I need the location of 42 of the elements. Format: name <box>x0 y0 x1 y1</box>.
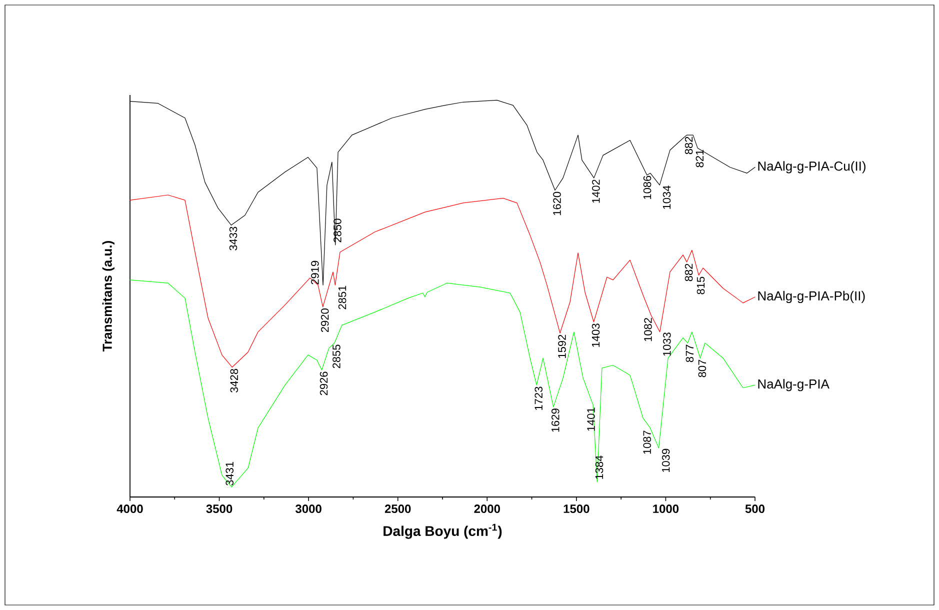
annotation: 1620 <box>553 192 561 216</box>
annotation: 2850 <box>334 218 342 242</box>
annotation: 1082 <box>644 318 652 342</box>
series-label: NaAlg-g-PIA <box>758 379 830 392</box>
annotation: 1384 <box>595 456 604 479</box>
annotation: 2919 <box>311 260 319 284</box>
x-tick-label: 3000 <box>296 504 322 514</box>
annotation: 3428 <box>230 368 238 392</box>
annotation: 1401 <box>587 408 595 431</box>
annotation: 1403 <box>592 324 600 347</box>
annotation: 1087 <box>643 430 651 454</box>
annotation: 2920 <box>320 308 329 332</box>
annotation: 807 <box>698 360 706 378</box>
annotation: 882 <box>684 136 693 154</box>
annotation: 2926 <box>320 372 328 396</box>
x-tick-label: 1000 <box>653 504 679 514</box>
x-tick-label: 2500 <box>384 504 411 514</box>
annotation: 2851 <box>338 286 346 310</box>
annotation: 1034 <box>662 186 671 209</box>
annotation: 3431 <box>226 462 234 486</box>
annotation: 815 <box>696 276 705 294</box>
annotation: 882 <box>684 264 693 282</box>
annotation: 821 <box>696 150 704 168</box>
series-label: NaAlg-g-PIA-Cu(II) <box>758 161 866 174</box>
x-tick-label: 1500 <box>564 504 590 514</box>
annotation: 1592 <box>558 334 566 358</box>
annotation: 2855 <box>332 344 340 368</box>
annotation: 1086 <box>643 176 652 200</box>
annotation: 1629 <box>552 408 560 432</box>
annotation: 1039 <box>662 448 670 472</box>
x-tick-label: 2000 <box>474 504 500 514</box>
annotation: 1402 <box>592 180 600 203</box>
annotation: 1723 <box>534 386 542 410</box>
y-axis-title: Transmitans (a.u.) <box>102 241 114 352</box>
x-tick-label: 500 <box>745 504 765 514</box>
series-label: NaAlg-g-PIA-Pb(II) <box>758 290 865 304</box>
annotation: 877 <box>686 344 694 362</box>
x-tick-label: 3500 <box>206 504 232 514</box>
x-tick-label: 4000 <box>116 504 143 514</box>
annotation: 1033 <box>663 332 671 356</box>
x-axis-title: Dalga Boyu (cm$^{-1}$) <box>384 524 502 539</box>
annotation: 3433 <box>229 226 238 250</box>
